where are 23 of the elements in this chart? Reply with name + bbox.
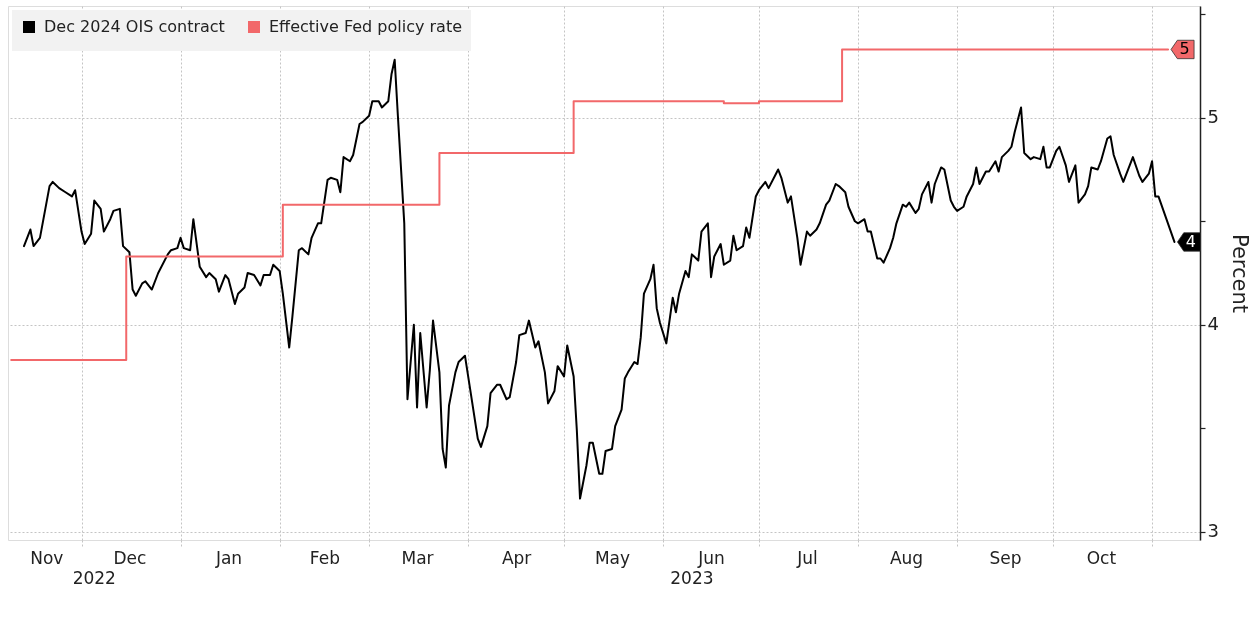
- x-tick-label: Jan: [214, 547, 243, 568]
- y-tick-label: 3: [1207, 520, 1219, 542]
- x-tick-label: Feb: [309, 547, 340, 568]
- x-tick-label: Oct: [1086, 547, 1117, 568]
- legend-label: Effective Fed policy rate: [269, 17, 462, 36]
- x-tick-label: Sep: [989, 547, 1022, 568]
- legend-label: Dec 2024 OIS contract: [44, 17, 225, 36]
- line-series: [22, 58, 1176, 500]
- y-axis-title: Percent: [1227, 233, 1252, 314]
- x-tick-label: Dec: [113, 547, 147, 568]
- x-tick-label: Nov: [30, 547, 64, 568]
- y-tick-label: 5: [1207, 106, 1219, 128]
- x-tick-label: May: [594, 547, 631, 568]
- data-label: 5: [1179, 39, 1190, 59]
- x2-tick-label: 2023: [670, 568, 714, 588]
- x2-tick-label: 2022: [72, 568, 116, 588]
- data-label: 4: [1185, 231, 1197, 251]
- x-tick-label: Mar: [401, 547, 434, 568]
- x-tick-label: Apr: [501, 547, 532, 568]
- x-tick-label: Aug: [889, 547, 924, 568]
- y-tick-label: 4: [1207, 313, 1219, 335]
- x-tick-label: Jul: [796, 547, 818, 568]
- x-tick-label: Jun: [697, 547, 725, 568]
